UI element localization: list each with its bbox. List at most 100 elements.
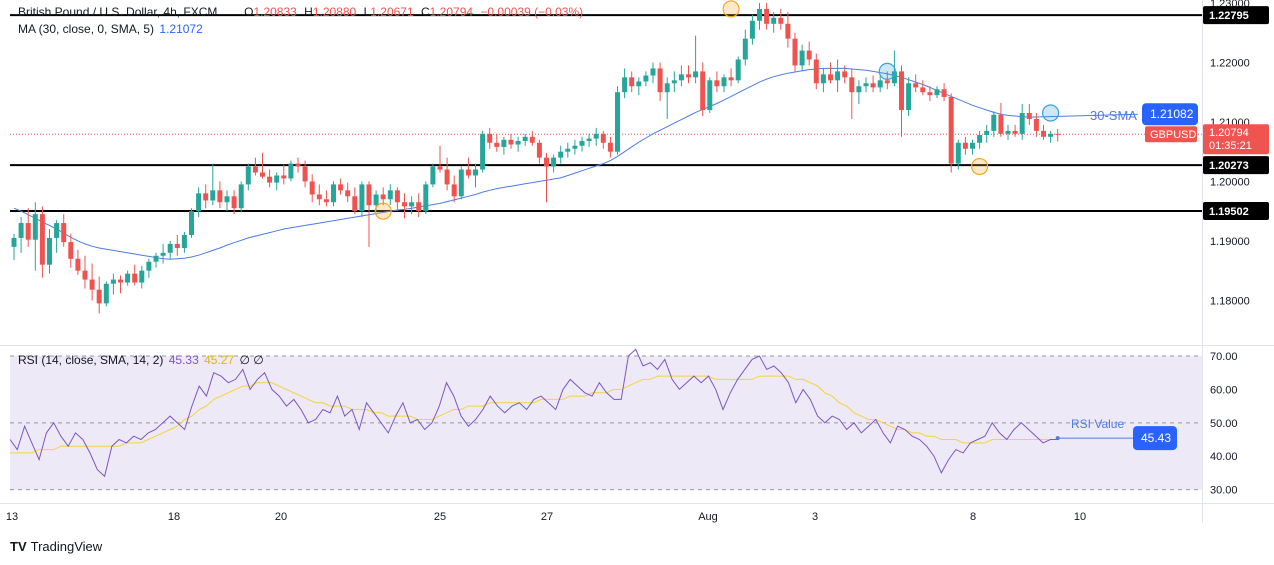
candle-up <box>636 81 642 87</box>
candle-up <box>32 214 38 240</box>
candle-down <box>508 139 514 145</box>
candle-up <box>820 74 826 84</box>
candle-up <box>103 283 109 304</box>
candle-down <box>536 142 542 158</box>
candle-down <box>899 71 904 111</box>
candle-up <box>593 133 599 139</box>
candle-up <box>572 145 578 149</box>
ma-legend-label: MA (30, close, 0, SMA, 5) <box>18 22 155 36</box>
candle-down <box>174 243 180 249</box>
candle-up <box>615 92 620 152</box>
candle-down <box>1041 130 1046 137</box>
candle-up <box>906 83 912 111</box>
candle-down <box>323 199 329 203</box>
candle-down <box>89 279 95 290</box>
candle-up <box>125 273 131 283</box>
candle-up <box>970 142 975 149</box>
candle-down <box>778 17 784 24</box>
candle-down <box>252 166 258 173</box>
candle-up <box>18 223 24 238</box>
candle-down <box>366 184 372 206</box>
candle-up <box>54 223 60 238</box>
legend-dot <box>225 6 239 16</box>
candle-up <box>196 193 202 212</box>
candle-down <box>132 273 138 283</box>
candle-up <box>771 17 777 24</box>
candle-up <box>430 166 436 185</box>
candle-down <box>39 214 45 265</box>
candle-up <box>47 237 52 265</box>
ma-line <box>13 67 1030 260</box>
candle-up <box>288 163 294 179</box>
candle-up <box>480 133 486 170</box>
candle-up <box>458 169 464 197</box>
candle-up <box>678 74 684 81</box>
rsi-annotation-text: RSI Value <box>1071 417 1124 431</box>
candle-down <box>686 74 691 78</box>
candle-down <box>1012 130 1018 134</box>
level-price-label: 1.19502 <box>1209 206 1249 218</box>
candle-up <box>181 234 187 249</box>
candle-up <box>1019 113 1025 134</box>
time-tick-label: 20 <box>275 511 287 523</box>
candle-up <box>11 237 17 247</box>
candle-down <box>380 194 386 200</box>
candle-up <box>473 169 478 176</box>
candle-down <box>629 77 635 87</box>
candle-up <box>224 196 230 203</box>
candle-up <box>558 151 564 158</box>
candle-up <box>799 50 805 66</box>
candle-down <box>913 83 919 88</box>
candle-up <box>423 184 429 212</box>
ohlc-high: H1.20880 <box>304 5 357 19</box>
candle-up <box>387 190 393 200</box>
candle-up <box>146 261 152 271</box>
candle-up <box>622 77 628 93</box>
candle-up <box>110 279 116 284</box>
candle-down <box>842 71 848 78</box>
candle-up <box>409 202 415 207</box>
rsi-legend[interactable]: RSI (14, close, SMA, 14, 2) 45.33 45.27 … <box>18 353 266 367</box>
candle-down <box>96 289 102 304</box>
time-tick-label: 18 <box>168 511 180 523</box>
candle-down <box>714 80 720 87</box>
candle-down <box>813 59 819 84</box>
candle-up <box>238 184 244 209</box>
candle-down <box>394 190 400 203</box>
candle-down <box>260 172 265 177</box>
candle-up <box>189 211 194 235</box>
candle-up <box>650 68 656 76</box>
level-price-tag <box>1203 202 1269 221</box>
symbol-title: British Pound / U.S. Dollar, 4h, FXCM <box>18 5 218 19</box>
price-tick-label: 1.18000 <box>1210 295 1250 307</box>
ma-legend[interactable]: MA (30, close, 0, SMA, 5) 1.21072 <box>18 22 205 36</box>
candle-up <box>501 139 507 147</box>
price-pane <box>10 0 1202 345</box>
tradingview-brand[interactable]: TV TradingView <box>10 539 102 554</box>
ma-value-label: 1.21082 <box>1150 107 1194 121</box>
candle-down <box>494 142 500 147</box>
candle-up <box>245 166 251 185</box>
rsi-line <box>9 348 1058 478</box>
level-price-label: 1.22795 <box>1209 10 1249 22</box>
ohlc-low: L1.20671 <box>363 5 414 19</box>
ma-annotation-line <box>1029 113 1139 118</box>
candle-down <box>792 38 798 66</box>
tradingview-logo-icon: TV <box>10 539 27 554</box>
candle-down <box>281 175 287 179</box>
candle-down <box>487 133 493 143</box>
candle-up <box>991 114 997 131</box>
rsi-tick-label: 30.00 <box>1210 485 1238 497</box>
candle-down <box>806 50 812 60</box>
candle-up <box>934 89 940 96</box>
rsi-ma-line <box>10 375 1058 454</box>
candle-down <box>402 202 407 207</box>
candle-down <box>352 196 358 212</box>
candle-up <box>977 135 983 143</box>
brand-name: TradingView <box>30 539 103 554</box>
candle-down <box>948 96 954 164</box>
candle-down <box>544 157 549 167</box>
level-price-tag <box>1203 156 1269 175</box>
candle-down <box>849 77 855 93</box>
